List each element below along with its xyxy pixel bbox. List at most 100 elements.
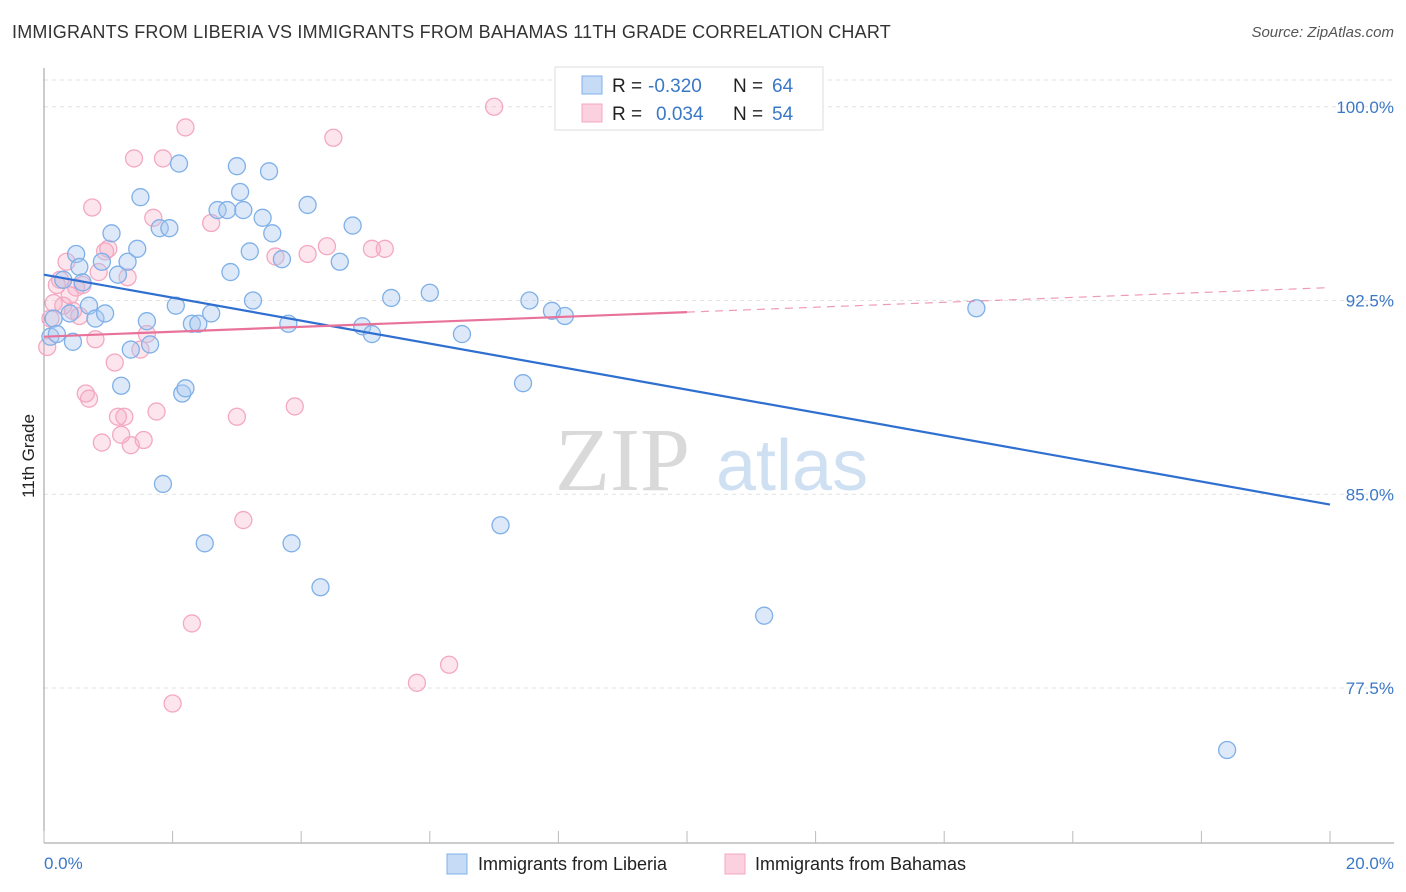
liberia-trend-line <box>43 273 1331 506</box>
bahamas-trend-extension <box>686 286 1331 313</box>
bahamas-point-20 <box>105 353 124 372</box>
bahamas-point-40 <box>285 397 304 416</box>
liberia-point-2 <box>47 324 67 344</box>
liberia-point-13 <box>102 224 121 243</box>
stats-r-label-1: R = <box>612 76 642 97</box>
liberia-point-53 <box>382 288 401 308</box>
liberia-point-48 <box>311 578 330 597</box>
series-legend: Immigrants from Liberia Immigrants from … <box>446 853 966 875</box>
legend-swatch-bahamas <box>724 853 746 875</box>
liberia-point-40 <box>243 291 263 310</box>
liberia-point-16 <box>118 252 137 271</box>
liberia-point-38 <box>234 200 253 220</box>
liberia-point-58 <box>520 291 539 310</box>
watermark-zip: ZIP <box>555 411 690 510</box>
watermark-atlas: atlas <box>716 426 868 506</box>
source-label: Source: ZipAtlas.com <box>1251 24 1394 41</box>
bahamas-point-28 <box>134 430 153 450</box>
liberia-point-12 <box>95 304 115 323</box>
bahamas-point-38 <box>234 510 253 530</box>
liberia-point-54 <box>420 283 439 302</box>
bahamas-point-33 <box>163 694 182 713</box>
liberia-point-47 <box>298 195 317 215</box>
liberia-point-63 <box>967 299 986 318</box>
bahamas-point-12 <box>76 384 95 403</box>
bahamas-point-27 <box>131 340 150 359</box>
liberia-point-56 <box>491 516 510 535</box>
stats-n-label-1: N = <box>733 76 763 97</box>
liberia-point-11 <box>92 252 112 271</box>
liberia-point-5 <box>63 332 83 351</box>
bahamas-point-32 <box>153 149 173 168</box>
liberia-point-36 <box>227 157 247 176</box>
legend-label-bahamas: Immigrants from Bahamas <box>755 854 966 874</box>
liberia-point-26 <box>169 154 189 173</box>
watermark: ZIP atlas <box>555 411 868 510</box>
bahamas-point-18 <box>95 242 115 261</box>
bahamas-point-21 <box>108 407 128 426</box>
stats-legend-swatch-bahamas <box>581 103 603 123</box>
bahamas-point-15 <box>86 330 105 349</box>
liberia-point-15 <box>112 376 131 395</box>
liberia-point-21 <box>140 335 160 354</box>
x-tick-min: 0.0% <box>44 854 83 873</box>
y-tick-label-0: 100.0% <box>1336 98 1394 117</box>
bahamas-point-41 <box>298 244 317 264</box>
liberia-point-32 <box>202 304 221 323</box>
bahamas-point-17 <box>92 433 112 452</box>
liberia-point-50 <box>343 216 362 235</box>
legend-swatch-liberia <box>446 853 468 875</box>
bahamas-point-45 <box>375 239 394 258</box>
liberia-point-4 <box>60 304 79 323</box>
liberia-point-55 <box>452 324 472 344</box>
stats-n-value-liberia: 64 <box>772 76 794 97</box>
liberia-point-31 <box>195 534 214 553</box>
liberia-point-10 <box>86 309 105 328</box>
stats-r-value-liberia: -0.320 <box>648 76 702 97</box>
liberia-point-30 <box>189 314 208 333</box>
stats-r-label-2: R = <box>612 104 642 125</box>
bahamas-point-46 <box>407 673 427 692</box>
bahamas-point-30 <box>144 208 163 227</box>
bahamas-point-48 <box>484 97 504 116</box>
y-axis-label: 11th Grade <box>19 414 38 498</box>
liberia-point-37 <box>230 182 250 202</box>
liberia-point-41 <box>253 208 272 227</box>
liberia-point-20 <box>137 312 157 331</box>
bahamas-point-23 <box>115 407 134 426</box>
liberia-point-64 <box>1217 740 1237 760</box>
bahamas-point-31 <box>147 402 166 421</box>
bahamas-point-14 <box>83 198 102 217</box>
y-tick-labels: 100.0% 92.5% 85.0% 77.5% <box>1336 98 1394 698</box>
stats-legend: R = -0.320 N = 64 R = 0.034 N = 54 <box>554 66 824 131</box>
liberia-point-33 <box>208 200 227 220</box>
bahamas-point-34 <box>176 118 195 137</box>
bahamas-point-16 <box>89 262 108 282</box>
liberia-point-14 <box>108 265 128 284</box>
liberia-point-34 <box>218 200 237 220</box>
liberia-point-29 <box>182 314 202 333</box>
bahamas-point-44 <box>362 239 382 258</box>
liberia-point-23 <box>153 474 173 494</box>
stats-n-value-bahamas: 54 <box>772 104 794 125</box>
liberia-point-42 <box>259 162 279 181</box>
bahamas-point-43 <box>324 128 343 147</box>
stats-legend-swatch-liberia <box>581 75 603 95</box>
bahamas-point-37 <box>227 407 247 426</box>
liberia-point-35 <box>221 262 240 282</box>
liberia-point-46 <box>282 534 301 553</box>
liberia-point-28 <box>176 379 195 398</box>
y-tick-label-3: 77.5% <box>1346 679 1394 698</box>
liberia-point-44 <box>272 250 292 269</box>
liberia-point-39 <box>240 242 259 261</box>
liberia-point-22 <box>150 219 169 238</box>
grid-lines <box>44 79 1394 689</box>
liberia-point-18 <box>128 239 147 258</box>
liberia-point-27 <box>173 384 192 403</box>
legend-label-liberia: Immigrants from Liberia <box>478 854 668 874</box>
chart-title: IMMIGRANTS FROM LIBERIA VS IMMIGRANTS FR… <box>12 22 891 42</box>
bahamas-trend-line <box>43 311 688 338</box>
bahamas-point-35 <box>182 614 202 633</box>
liberia-point-19 <box>131 188 150 207</box>
